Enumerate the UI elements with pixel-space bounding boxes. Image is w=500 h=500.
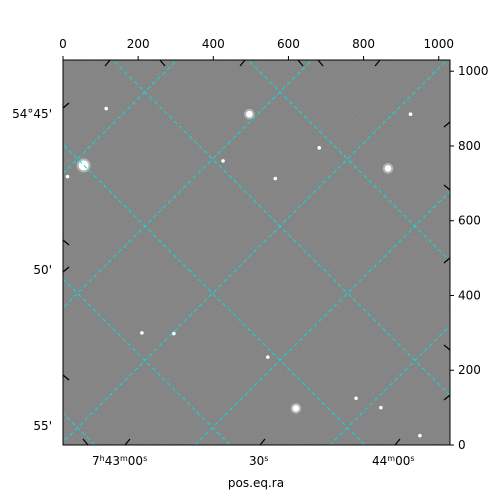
x-top-tick-label: 200 xyxy=(127,37,150,51)
star xyxy=(418,433,422,438)
ra-tick-label-2: 44m00s xyxy=(372,454,415,468)
bottom-world-tick xyxy=(82,438,89,446)
x-top-tick-label: 400 xyxy=(202,37,225,51)
ra-tick-label-1: 30s xyxy=(249,454,268,468)
right-world-tick xyxy=(443,344,451,351)
right-world-tick xyxy=(443,257,451,264)
bottom-world-tick xyxy=(259,438,266,446)
grid-line-ra xyxy=(465,27,500,445)
grid-line-ra xyxy=(63,60,448,443)
star xyxy=(65,174,70,179)
star xyxy=(292,405,300,412)
right-world-tick xyxy=(443,121,451,128)
left-world-tick xyxy=(62,374,70,381)
star xyxy=(273,176,278,181)
x-axis-label: pos.eq.ra xyxy=(228,476,284,490)
y-right-tick-label: 1000 xyxy=(458,64,489,78)
star xyxy=(354,396,358,401)
top-world-tick xyxy=(317,59,324,67)
axis-ticks: 0 200 400 600 800 1000 0 200 400 600 800 1000 xyxy=(59,37,488,452)
grid-line-ra xyxy=(194,190,450,445)
dec-tick-label-2: 55' xyxy=(33,419,52,433)
right-world-tick xyxy=(443,184,451,191)
bottom-world-tick xyxy=(124,438,131,446)
image-noise xyxy=(63,60,450,445)
left-world-tick xyxy=(62,102,70,109)
x-top-tick-label: 1000 xyxy=(423,37,454,51)
grid-line-dec xyxy=(247,60,450,262)
grid-line-dec xyxy=(63,278,231,445)
coordinate-grid xyxy=(63,27,500,445)
star xyxy=(265,355,270,359)
top-world-tick xyxy=(374,59,381,67)
grid-line-dec xyxy=(63,143,366,445)
grid-line-ra xyxy=(63,60,178,175)
star xyxy=(408,112,413,116)
grid-line-ra xyxy=(63,60,313,309)
plot-area xyxy=(62,27,500,446)
plot-frame xyxy=(62,59,451,446)
y-right-tick-label: 0 xyxy=(458,438,466,452)
y-right-tick-label: 800 xyxy=(458,139,481,153)
star xyxy=(246,110,253,118)
x-top-tick-label: 800 xyxy=(352,37,375,51)
top-world-tick xyxy=(297,59,304,67)
left-world-tick xyxy=(62,266,70,273)
world-edge-ticks xyxy=(62,59,451,446)
x-top-tick-label: 600 xyxy=(277,37,300,51)
grid-line-dec xyxy=(112,60,450,396)
x-top-tick-label: 0 xyxy=(59,37,67,51)
star xyxy=(104,106,109,111)
top-world-tick xyxy=(159,59,166,67)
y-right-tick-label: 600 xyxy=(458,214,481,228)
ra-tick-label-0: 7h43m00s xyxy=(92,454,147,468)
y-right-tick-label: 400 xyxy=(458,288,481,302)
star xyxy=(384,165,392,172)
right-world-tick xyxy=(443,394,451,401)
bottom-world-tick xyxy=(394,438,401,446)
grid-line-ra xyxy=(329,324,450,445)
y-right-tick-label: 200 xyxy=(458,363,481,377)
top-world-tick xyxy=(239,59,246,67)
dec-tick-label-0: 54°45' xyxy=(12,107,52,121)
star xyxy=(379,405,383,410)
left-world-tick xyxy=(62,239,70,246)
star xyxy=(317,146,322,150)
star xyxy=(221,159,225,163)
star xyxy=(140,331,144,335)
dec-tick-label-1: 50' xyxy=(33,263,52,277)
star xyxy=(172,331,176,336)
top-world-tick xyxy=(104,59,111,67)
